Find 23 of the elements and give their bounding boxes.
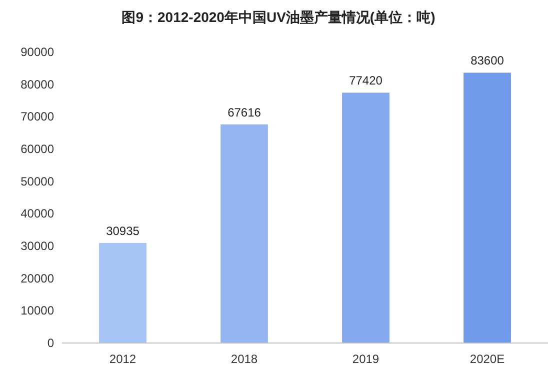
x-tick-label: 2012: [109, 352, 136, 366]
x-tick-label: 2019: [352, 352, 380, 366]
y-tick-label: 50000: [20, 174, 54, 188]
y-tick-label: 70000: [20, 110, 54, 124]
data-label: 67616: [228, 105, 262, 120]
y-tick-label: 40000: [20, 206, 54, 221]
y-tick-label: 0: [47, 336, 54, 350]
bar: [99, 242, 146, 343]
y-tick-label: 30000: [20, 239, 54, 253]
x-tick-label: 2018: [230, 352, 258, 366]
bar: [342, 92, 390, 343]
y-tick-label: 20000: [20, 271, 54, 286]
x-tick-label: 2020E: [470, 352, 505, 366]
y-tick-label: 90000: [20, 45, 54, 59]
chart-title: 图9：2012-2020年中国UV油墨产量情况(单位：吨): [122, 9, 436, 25]
y-tick-label: 80000: [20, 77, 54, 92]
y-tick-label: 10000: [20, 304, 54, 318]
y-tick-label: 60000: [20, 142, 54, 156]
data-label: 83600: [470, 54, 504, 68]
data-label: 30935: [106, 224, 140, 238]
bar: [464, 72, 511, 343]
data-label: 77420: [349, 74, 383, 88]
bar: [220, 124, 268, 343]
